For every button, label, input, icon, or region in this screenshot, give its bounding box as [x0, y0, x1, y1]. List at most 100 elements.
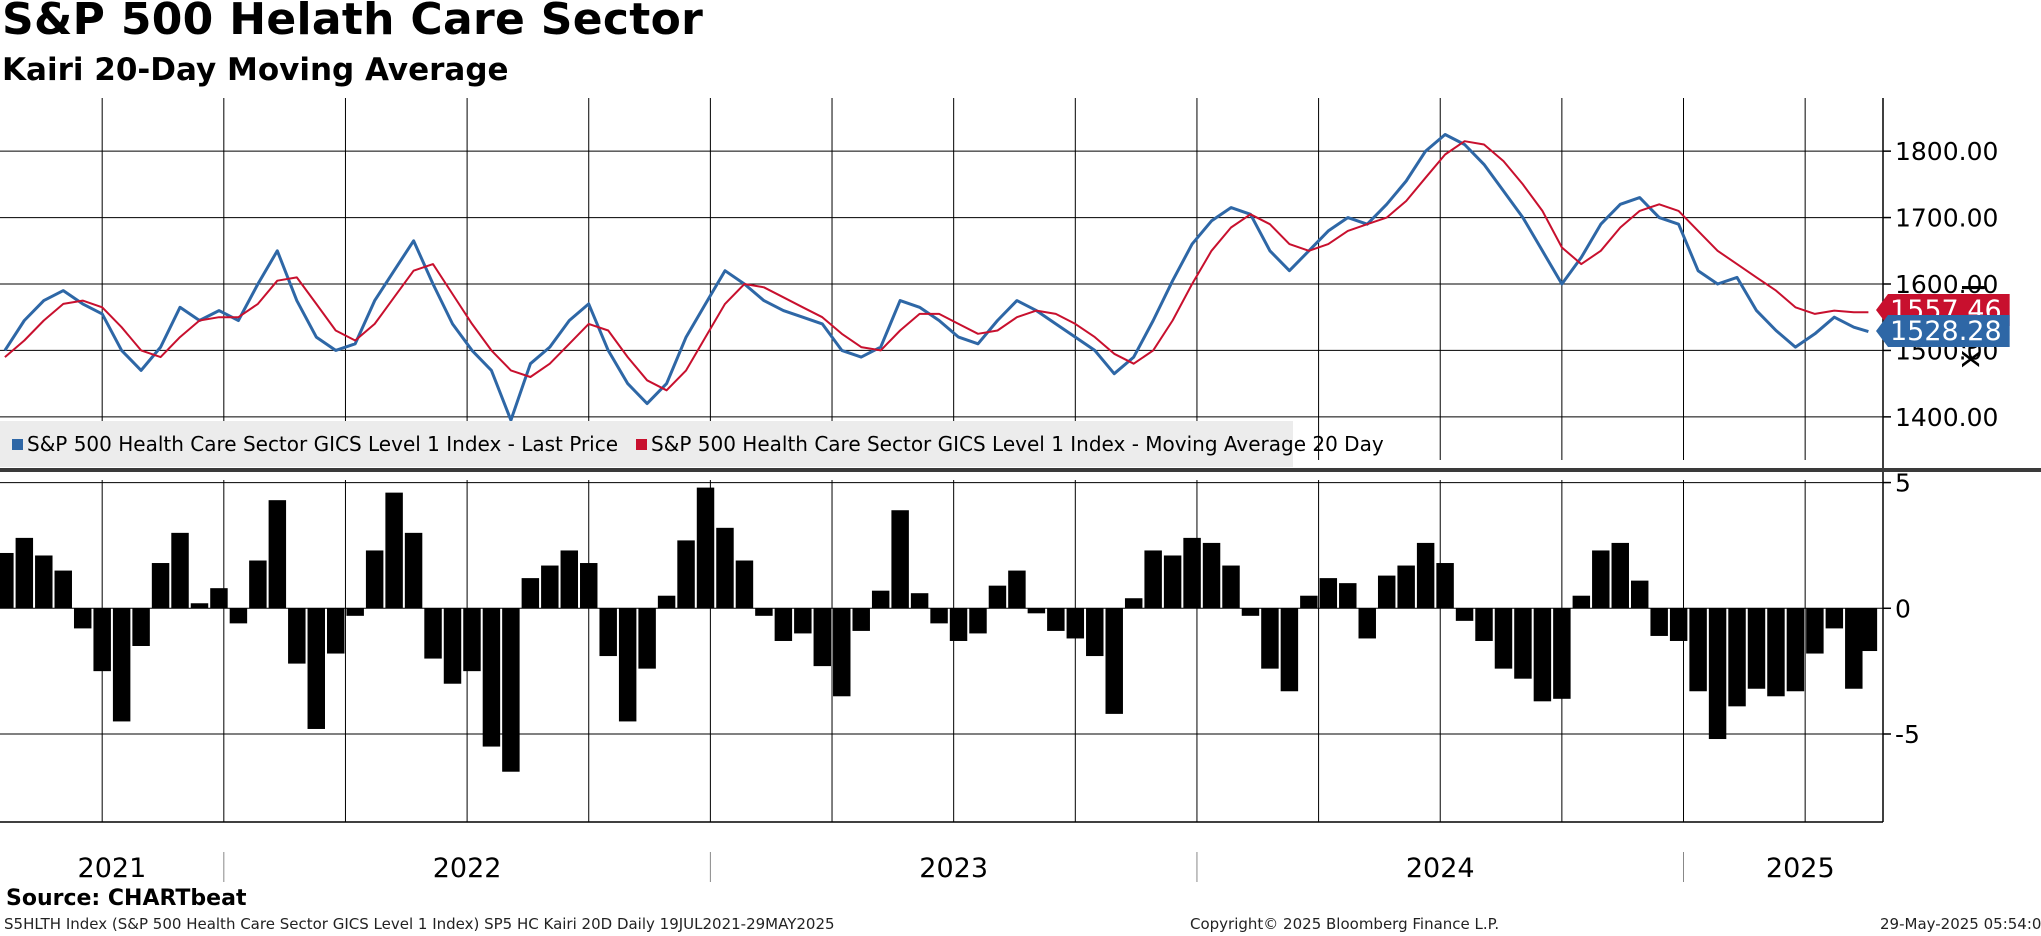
- kairi-bar: [1319, 578, 1338, 609]
- kairi-bar: [1592, 550, 1610, 609]
- kairi-bar: [1066, 608, 1085, 639]
- tick-labels: 1400.001500.001600.001700.001800.00-5052…: [78, 137, 1999, 884]
- legend-label-price: S&P 500 Health Care Sector GICS Level 1 …: [27, 432, 619, 456]
- kairi-bar: [1183, 537, 1201, 609]
- axes: [0, 98, 2041, 882]
- kairi-bar: [794, 608, 812, 634]
- kairi-bar: [813, 608, 832, 667]
- kairi-bar: [657, 595, 676, 609]
- kairi-bar: [1280, 608, 1299, 692]
- price-panel-grid: [0, 98, 1883, 460]
- kairi-bar: [502, 608, 520, 772]
- kairi-bar: [1669, 608, 1688, 641]
- y-tick-label: -5: [1895, 720, 1920, 749]
- kairi-bar: [307, 608, 325, 729]
- kairi-bar: [1202, 542, 1221, 609]
- kairi-bar: [1494, 608, 1513, 669]
- kairi-bar: [1163, 555, 1182, 609]
- kairi-bar: [210, 588, 228, 609]
- kairi-bar: [73, 608, 92, 629]
- kairi-bar: [1436, 563, 1454, 609]
- source-note: Source: CHARTbeat: [6, 886, 247, 911]
- x-tick-label: 2021: [78, 853, 147, 884]
- kairi-bar: [1611, 542, 1629, 609]
- legend-swatch-ma: [636, 438, 648, 450]
- kairi-bar: [424, 608, 442, 659]
- kairi-bar: [1008, 570, 1026, 609]
- legend-swatch-price: [12, 438, 23, 450]
- kairi-bar: [1708, 608, 1727, 740]
- footer-series-info: S5HLTH Index (S&P 500 Health Care Sector…: [4, 915, 835, 933]
- kairi-bar: [385, 492, 403, 609]
- legend-item-price[interactable]: S&P 500 Health Care Sector GICS Level 1 …: [12, 432, 618, 456]
- kairi-bar: [346, 608, 364, 616]
- kairi-bar: [541, 565, 559, 609]
- kairi-bar: [988, 585, 1007, 609]
- kairi-bar: [735, 560, 754, 609]
- kairi-bar: [1397, 565, 1415, 609]
- kairi-bar: [15, 537, 34, 609]
- kairi-bar: [1105, 608, 1123, 714]
- kairi-bar: [833, 608, 851, 697]
- kairi-bar: [1806, 608, 1824, 654]
- chart-legend: S&P 500 Health Care Sector GICS Level 1 …: [0, 421, 1384, 467]
- kairi-bar: [326, 608, 345, 654]
- kairi-bar: [404, 532, 423, 609]
- kairi-bar: [1825, 608, 1844, 629]
- kairi-bar: [949, 608, 968, 641]
- chart-title: S&P 500 Helath Care Sector: [2, 0, 704, 45]
- legend-item-ma[interactable]: S&P 500 Health Care Sector GICS Level 1 …: [636, 432, 1384, 456]
- kairi-bar: [1845, 608, 1863, 689]
- kairi-bar: [580, 563, 598, 609]
- kairi-bar: [716, 527, 734, 609]
- kairi-bar: [365, 550, 384, 609]
- x-tick-label: 2022: [433, 853, 502, 884]
- kairi-bar: [171, 532, 189, 609]
- kairi-bar: [852, 608, 870, 631]
- footer-copyright: Copyright© 2025 Bloomberg Finance L.P.: [1190, 915, 1500, 933]
- kairi-bar: [910, 593, 929, 609]
- kairi-bar: [871, 590, 890, 609]
- kairi-bar: [229, 608, 248, 624]
- kairi-bar: [1728, 608, 1746, 707]
- kairi-bar: [1514, 608, 1532, 679]
- kairi-bar: [482, 608, 501, 747]
- kairi-bar: [54, 570, 72, 609]
- kairi-bar: [755, 608, 773, 616]
- kairi-bar: [1047, 608, 1065, 631]
- price-line: [3, 133, 1869, 422]
- kairi-bar: [190, 603, 209, 609]
- kairi-bar: [1650, 608, 1668, 636]
- kairi-bar: [1086, 608, 1104, 657]
- kairi-bar: [1572, 595, 1591, 609]
- kairi-bar: [1377, 575, 1396, 609]
- kairi-bar: [1747, 608, 1766, 689]
- chart-subtitle: Kairi 20-Day Moving Average: [2, 52, 509, 88]
- kairi-bar: [1455, 608, 1474, 621]
- kairi-bar: [1124, 598, 1143, 609]
- kairi-bar: [1689, 608, 1707, 692]
- kairi-bar: [969, 608, 987, 634]
- kairi-bar: [677, 540, 695, 609]
- x-tick-label: 2024: [1406, 853, 1475, 884]
- price-last-value: 1528.28: [1890, 315, 2002, 347]
- y-tick-label: 0: [1895, 594, 1911, 623]
- kairi-bar: [35, 555, 53, 609]
- kairi-bar: [1144, 550, 1162, 609]
- ma-line: [4, 140, 1869, 392]
- kairi-bar: [1767, 608, 1785, 697]
- y-tick-label: 1800.00: [1895, 137, 1998, 166]
- kairi-bar: [1859, 608, 1878, 652]
- y-tick-label: 1400.00: [1895, 403, 1998, 432]
- kairi-bar: [1241, 608, 1260, 616]
- kairi-bar: [268, 500, 287, 609]
- kairi-bar: [1786, 608, 1805, 692]
- kairi-bar: [151, 563, 170, 609]
- kairi-bar: [1630, 580, 1649, 609]
- x-tick-label: 2023: [919, 853, 988, 884]
- kairi-bar: [696, 487, 715, 609]
- kairi-bar: [1416, 542, 1435, 609]
- kairi-bar: [1261, 608, 1279, 669]
- legend-label-ma: S&P 500 Health Care Sector GICS Level 1 …: [651, 432, 1384, 456]
